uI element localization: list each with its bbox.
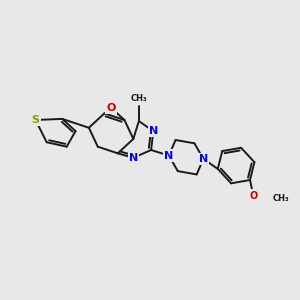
Text: N: N [199, 154, 208, 164]
Text: O: O [106, 103, 116, 113]
Text: CH₃: CH₃ [272, 194, 289, 203]
Text: N: N [129, 153, 138, 163]
Text: O: O [249, 190, 257, 201]
Text: N: N [149, 126, 158, 136]
Text: S: S [32, 115, 40, 125]
Text: CH₃: CH₃ [130, 94, 147, 103]
Text: N: N [164, 151, 173, 160]
